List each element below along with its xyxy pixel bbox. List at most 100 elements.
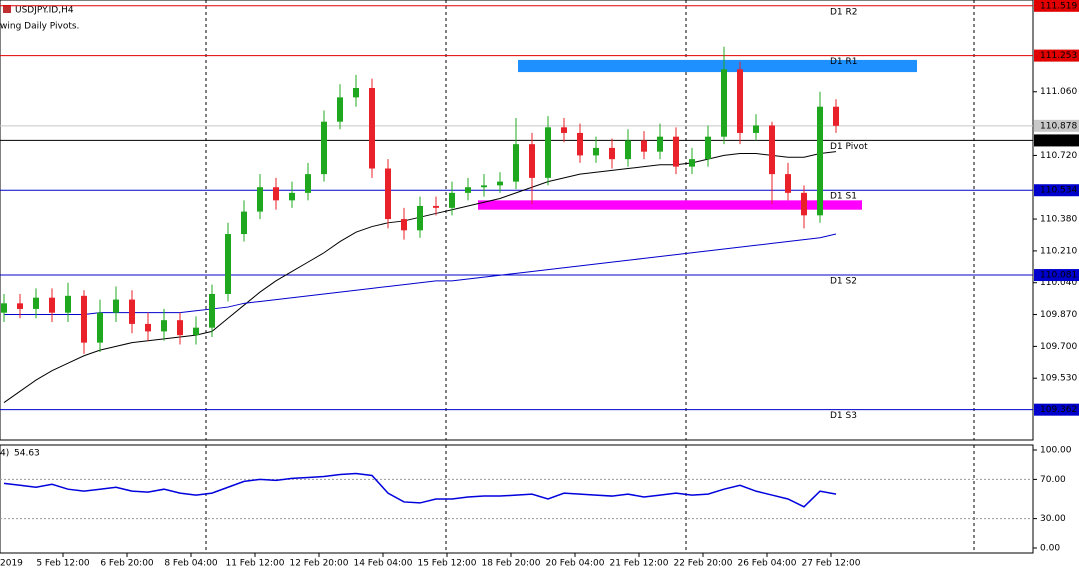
candle-body	[497, 181, 503, 186]
candle-body	[273, 187, 279, 201]
x-tick-label: 21 Feb 12:00	[609, 559, 668, 569]
moving-average	[4, 233, 837, 316]
x-tick-label: 27 Feb 12:00	[801, 559, 860, 569]
pivot-price-box	[1034, 184, 1079, 197]
candle-body	[289, 192, 295, 201]
candle-body	[49, 297, 55, 313]
zone	[518, 59, 917, 73]
candle-body	[785, 174, 791, 193]
candle-body	[241, 211, 247, 235]
pivot-price-box	[1034, 0, 1079, 12]
candle-body	[161, 320, 167, 332]
candle-body	[385, 168, 391, 220]
candle-body	[753, 125, 759, 133]
candle-body	[769, 125, 775, 175]
indicator-tick-label: 100.00	[1040, 446, 1072, 456]
chart-title: USDJPY.ID,H4	[15, 6, 74, 16]
candle-body	[689, 159, 695, 167]
candle-body	[721, 69, 727, 137]
indicator-current: 54.63	[14, 449, 40, 459]
pivot-price-box	[1034, 269, 1079, 282]
candle-body	[513, 144, 519, 182]
pivot-price-label: 110.081	[1040, 271, 1077, 281]
pivot-price-label: 110.534	[1040, 186, 1077, 196]
y-tick-label: 109.530	[1040, 374, 1077, 384]
x-tick-label: 14 Feb 04:00	[353, 559, 412, 569]
x-tick-label: 15 Feb 12:00	[417, 559, 476, 569]
indicator-tick-label: 0.00	[1040, 544, 1060, 554]
candle-body	[97, 312, 103, 343]
candle-body	[577, 132, 583, 156]
pivot-price-label: 111.253	[1040, 51, 1077, 61]
candle-body	[465, 187, 471, 193]
y-tick-label: 109.700	[1040, 342, 1077, 352]
current-price-label: 110.878	[1040, 121, 1077, 131]
x-tick-label: 2019	[0, 559, 23, 569]
pivot-price-box	[1034, 403, 1079, 416]
candle-body	[337, 97, 343, 122]
pivot-name: D1 R2	[830, 7, 858, 17]
pivot-price-box	[1034, 134, 1079, 147]
candle-body	[177, 320, 183, 336]
x-tick-label: 20 Feb 04:00	[545, 559, 604, 569]
pivot-name: D1 Pivot	[830, 142, 868, 152]
pivot-name: D1 S3	[830, 411, 857, 421]
candle-body	[225, 234, 231, 294]
candle-body	[545, 127, 551, 178]
candle-body	[145, 323, 151, 332]
y-tick-label: 110.720	[1040, 151, 1077, 161]
candle-body	[833, 106, 839, 126]
chart-subtitle: wing Daily Pivots.	[0, 22, 79, 32]
candle-body	[529, 144, 535, 178]
candle-body	[801, 192, 807, 216]
x-tick-label: 6 Feb 20:00	[100, 559, 154, 569]
candle-body	[641, 140, 647, 152]
indicator-line	[3, 472, 837, 508]
pivot-price-label: 109.362	[1040, 405, 1077, 415]
y-tick-label: 110.040	[1040, 278, 1077, 288]
indicator-tick-label: 30.00	[1040, 514, 1066, 524]
y-tick-label: 111.060	[1040, 87, 1077, 97]
candle-body	[561, 127, 567, 133]
x-tick-label: 8 Feb 04:00	[164, 559, 218, 569]
candle-body	[369, 88, 375, 169]
candle-body	[625, 140, 631, 160]
candle-body	[17, 303, 23, 309]
candle-body	[817, 106, 823, 216]
candle-body	[449, 192, 455, 208]
y-tick-label: 110.210	[1040, 246, 1077, 256]
pivot-price-label: 111.519	[1040, 1, 1077, 11]
candle-body	[417, 205, 423, 231]
candle-body	[33, 297, 39, 309]
candle-body	[81, 295, 87, 343]
candle-body	[401, 219, 407, 231]
pivot-name: D1 R1	[830, 57, 858, 67]
candle-body	[705, 136, 711, 160]
y-tick-label: 110.380	[1040, 215, 1077, 225]
zone	[478, 200, 862, 210]
candle-body	[321, 121, 327, 175]
candle-body	[737, 69, 743, 133]
candle-body	[657, 136, 663, 152]
x-tick-label: 5 Feb 12:00	[36, 559, 90, 569]
candle-body	[673, 136, 679, 167]
indicator-tick-label: 70.00	[1040, 475, 1066, 485]
candle-body	[433, 205, 439, 208]
indicator-name: 4)	[0, 449, 9, 459]
candle-body	[209, 293, 215, 328]
candle-body	[481, 185, 487, 188]
candle-body	[353, 88, 359, 98]
x-tick-label: 22 Feb 20:00	[673, 559, 732, 569]
x-tick-label: 26 Feb 04:00	[737, 559, 796, 569]
candle-body	[193, 327, 199, 336]
candle-body	[609, 147, 615, 160]
symbol-icon	[3, 5, 11, 13]
candle-body	[305, 174, 311, 193]
candle-body	[1, 303, 7, 313]
candle-body	[113, 299, 119, 313]
candle-body	[593, 147, 599, 156]
pivot-name: D1 S1	[830, 192, 857, 202]
pivot-price-label: 110.800	[1040, 136, 1077, 146]
